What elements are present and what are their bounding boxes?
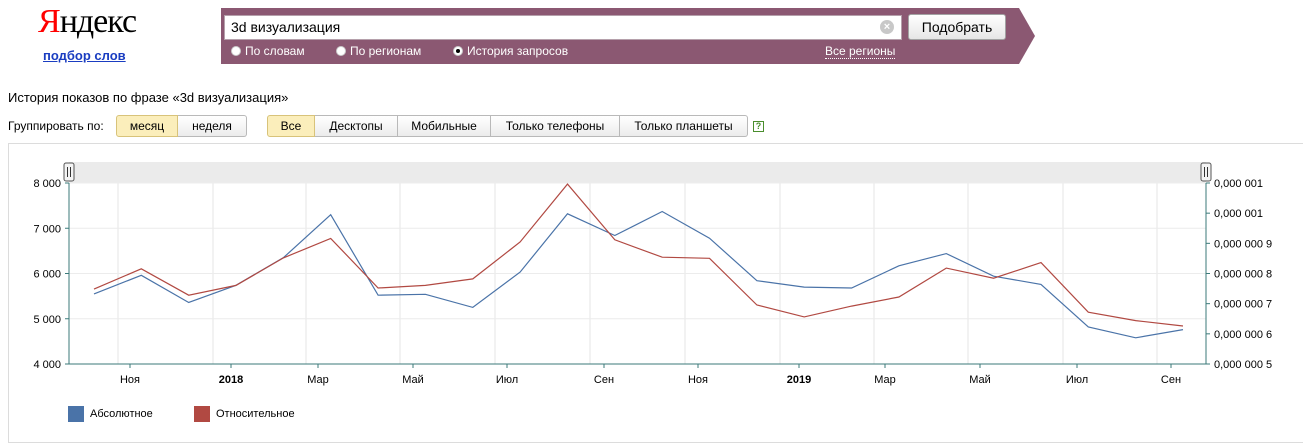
group-week-button[interactable]: неделя	[178, 115, 247, 137]
pick-button[interactable]: Подобрать	[908, 14, 1006, 40]
grouping-label: Группировать по:	[8, 119, 104, 133]
x-tick-label: Сен	[594, 374, 614, 386]
y-left-tick-label: 7 000	[33, 223, 61, 235]
legend-swatch-absolute	[68, 406, 84, 422]
radio-by-regions[interactable]: По регионам	[336, 44, 421, 58]
clear-icon[interactable]: ×	[880, 20, 894, 34]
y-left-tick-label: 4 000	[33, 359, 61, 371]
y-left-tick-label: 5 000	[33, 314, 61, 326]
x-tick-label: Сен	[1161, 374, 1181, 386]
radio-dot-selected	[453, 46, 463, 56]
device-phones-button[interactable]: Только телефоны	[491, 115, 620, 137]
search-input[interactable]: 3d визуализация	[224, 15, 902, 40]
chart-frame	[8, 143, 1303, 443]
x-tick-label: Мар	[307, 374, 329, 386]
range-bar	[69, 162, 1206, 183]
radio-dot	[231, 46, 241, 56]
x-tick-label: Мар	[874, 374, 896, 386]
device-desktop-button[interactable]: Десктопы	[315, 115, 398, 137]
x-tick-label: Ноя	[120, 374, 140, 386]
x-tick-label: 2018	[219, 374, 243, 386]
y-right-tick-label: 0,000 001	[1214, 178, 1263, 190]
wordstat-link[interactable]: подбор слов	[43, 48, 126, 63]
y-right-tick-label: 0,000 000 9	[1214, 238, 1272, 250]
range-handle-left[interactable]	[63, 162, 75, 182]
y-right-tick-label: 0,000 000 6	[1214, 329, 1272, 341]
x-tick-label: Июл	[1066, 374, 1088, 386]
x-tick-label: Ноя	[688, 374, 708, 386]
device-tablets-button[interactable]: Только планшеты	[620, 115, 748, 137]
yandex-logo[interactable]: Яндекс	[38, 2, 148, 42]
device-mobile-button[interactable]: Мобильные	[398, 115, 491, 137]
help-icon[interactable]: ?	[753, 121, 764, 132]
y-left-tick-label: 6 000	[33, 269, 61, 281]
legend-swatch-relative	[194, 406, 210, 422]
x-tick-label: 2019	[787, 374, 811, 386]
legend-absolute[interactable]: Абсолютное	[68, 406, 153, 422]
logo-text: Яндекс	[38, 3, 137, 40]
y-left-tick-label: 8 000	[33, 178, 61, 190]
x-tick-label: Июл	[496, 374, 518, 386]
legend-relative[interactable]: Относительное	[194, 406, 295, 422]
range-handle-right[interactable]	[1200, 162, 1212, 182]
y-right-tick-label: 0,000 000 7	[1214, 299, 1272, 311]
radio-dot	[336, 46, 346, 56]
device-all-button[interactable]: Все	[267, 115, 315, 137]
search-panel-arrow	[1019, 8, 1035, 64]
y-right-tick-label: 0,000 000 5	[1214, 359, 1272, 371]
x-tick-label: Май	[402, 374, 424, 386]
series-line-relative	[93, 183, 1184, 327]
x-tick-label: Май	[969, 374, 991, 386]
y-right-tick-label: 0,000 001	[1214, 208, 1263, 220]
y-right-tick-label: 0,000 000 8	[1214, 269, 1272, 281]
all-regions-link[interactable]: Все регионы	[825, 44, 896, 59]
radio-by-words[interactable]: По словам	[231, 44, 305, 58]
radio-query-history[interactable]: История запросов	[453, 44, 568, 58]
page-title: История показов по фразе «3d визуализаци…	[8, 90, 289, 105]
group-month-button[interactable]: месяц	[116, 115, 178, 137]
